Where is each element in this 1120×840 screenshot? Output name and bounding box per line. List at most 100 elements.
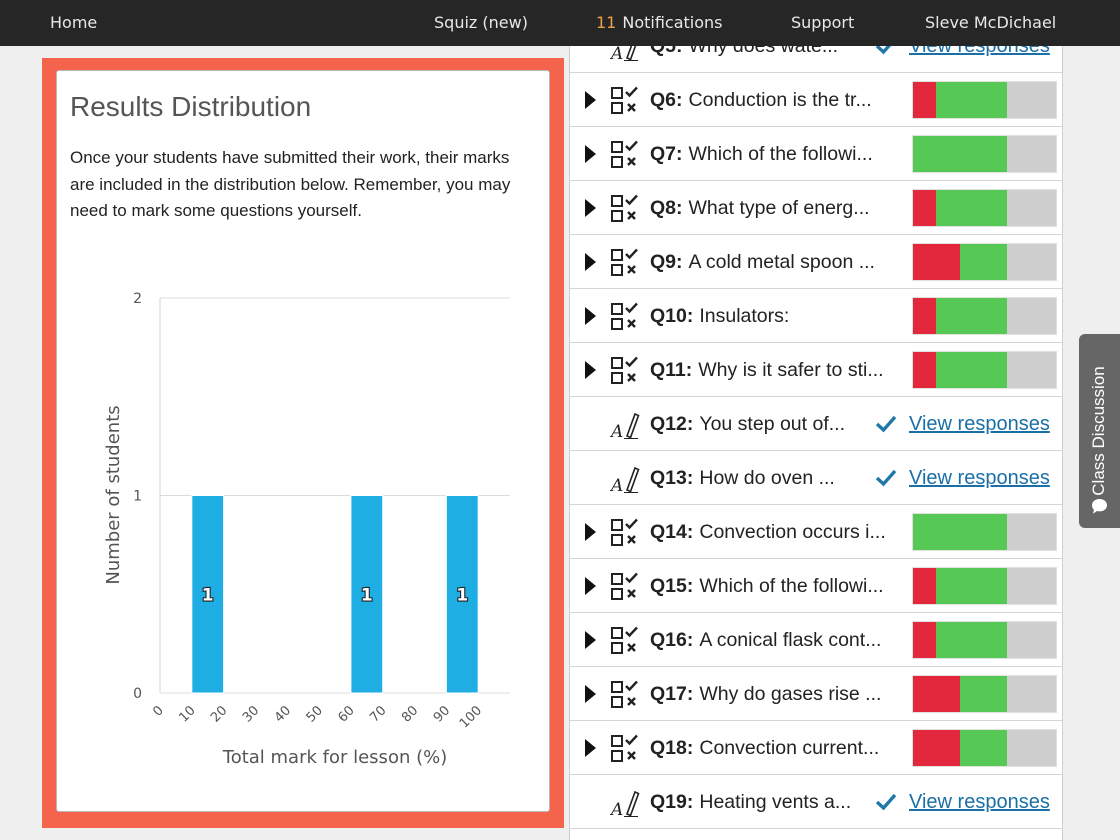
svg-text:A: A bbox=[610, 476, 623, 494]
y-axis-title: Number of students bbox=[103, 405, 124, 584]
question-number: Q8: bbox=[650, 197, 683, 219]
correct-segment bbox=[935, 298, 1008, 334]
correct-segment bbox=[935, 352, 1008, 388]
incorrect-segment bbox=[913, 730, 961, 766]
answer-breakdown-bar[interactable] bbox=[912, 729, 1057, 767]
results-description: Once your students have submitted their … bbox=[70, 148, 511, 220]
answer-breakdown-bar[interactable] bbox=[912, 513, 1057, 551]
unanswered-segment bbox=[1007, 514, 1056, 550]
question-row[interactable]: Q10: Insulators: bbox=[570, 289, 1062, 343]
written-answer-icon: A bbox=[610, 46, 638, 62]
view-responses-link[interactable]: View responses bbox=[909, 413, 1050, 435]
nav-squiz-link[interactable]: Squiz (new) bbox=[434, 13, 528, 32]
question-number: Q6: bbox=[650, 89, 683, 111]
nav-user-menu[interactable]: Sleve McDichael bbox=[925, 13, 1057, 32]
svg-text:A: A bbox=[610, 46, 623, 62]
question-row[interactable]: Q6: Conduction is the tr... bbox=[570, 73, 1062, 127]
question-title: You step out of... bbox=[699, 413, 845, 435]
multiple-choice-icon bbox=[611, 518, 638, 546]
class-discussion-label: Class Discussion bbox=[1089, 366, 1108, 496]
question-number: Q7: bbox=[650, 143, 683, 165]
x-tick-label: 40 bbox=[272, 703, 294, 725]
checkmark-icon bbox=[875, 415, 897, 433]
multiple-choice-icon bbox=[611, 86, 638, 114]
question-row[interactable]: Q8: What type of energ... bbox=[570, 181, 1062, 235]
question-number: Q5: bbox=[650, 46, 683, 57]
question-number: Q16: bbox=[650, 629, 694, 651]
question-title: Heating vents a... bbox=[699, 791, 852, 813]
question-number: Q13: bbox=[650, 467, 694, 489]
question-text: Q6: Conduction is the tr... bbox=[650, 73, 872, 127]
question-row[interactable]: Q9: A cold metal spoon ... bbox=[570, 235, 1062, 289]
answer-breakdown-bar[interactable] bbox=[912, 567, 1057, 605]
question-text: Q12: You step out of... bbox=[650, 397, 845, 451]
question-row[interactable]: A Q19: Heating vents a... View responses bbox=[570, 775, 1062, 829]
expand-caret-icon[interactable] bbox=[585, 145, 596, 163]
expand-caret-icon[interactable] bbox=[585, 91, 596, 109]
expand-caret-icon[interactable] bbox=[585, 685, 596, 703]
answer-breakdown-bar[interactable] bbox=[912, 621, 1057, 659]
expand-caret-icon[interactable] bbox=[585, 631, 596, 649]
top-nav-bar: Home Squiz (new) 11 Notifications Support… bbox=[0, 0, 1120, 46]
view-responses-link[interactable]: View responses bbox=[909, 46, 1050, 57]
answer-breakdown-bar[interactable] bbox=[912, 351, 1057, 389]
y-tick-label: 2 bbox=[133, 291, 142, 307]
view-responses-link[interactable]: View responses bbox=[909, 467, 1050, 489]
incorrect-segment bbox=[913, 82, 936, 118]
answer-breakdown-bar[interactable] bbox=[912, 243, 1057, 281]
question-number: Q17: bbox=[650, 683, 694, 705]
nav-home-link[interactable]: Home bbox=[50, 13, 98, 32]
expand-caret-icon[interactable] bbox=[585, 253, 596, 271]
question-row[interactable]: Q14: Convection occurs i... bbox=[570, 505, 1062, 559]
results-title: Results Distribution bbox=[70, 91, 312, 122]
nav-support-link[interactable]: Support bbox=[791, 13, 855, 32]
question-text: Q5: Why does wate... bbox=[650, 46, 838, 73]
question-list[interactable]: A Q5: Why does wate... View responses Q6: Con… bbox=[569, 46, 1063, 840]
answer-breakdown-bar[interactable] bbox=[912, 675, 1057, 713]
class-discussion-tab[interactable]: Class Discussion bbox=[1079, 334, 1120, 528]
question-row[interactable]: Q11: Why is it safer to sti... bbox=[570, 343, 1062, 397]
bar-data-label: 1 bbox=[456, 585, 468, 605]
correct-segment bbox=[935, 190, 1008, 226]
question-text: Q11: Why is it safer to sti... bbox=[650, 343, 884, 397]
checkmark-icon bbox=[875, 46, 892, 55]
question-row[interactable]: Q15: Which of the followi... bbox=[570, 559, 1062, 613]
question-title: A cold metal spoon ... bbox=[688, 251, 875, 273]
question-row[interactable]: Q16: A conical flask cont... bbox=[570, 613, 1062, 667]
question-row[interactable]: Q18: Convection current... bbox=[570, 721, 1062, 775]
question-text: Q9: A cold metal spoon ... bbox=[650, 235, 875, 289]
view-responses-link[interactable]: View responses bbox=[909, 791, 1050, 813]
correct-segment bbox=[960, 676, 1008, 712]
question-text: Q16: A conical flask cont... bbox=[650, 613, 881, 667]
unanswered-segment bbox=[1007, 298, 1056, 334]
expand-caret-icon[interactable] bbox=[585, 307, 596, 325]
answer-breakdown-bar[interactable] bbox=[912, 81, 1057, 119]
nav-notifications-link[interactable]: 11 Notifications bbox=[596, 0, 723, 46]
expand-caret-icon[interactable] bbox=[585, 739, 596, 757]
written-answer-icon: A bbox=[610, 466, 640, 494]
question-row[interactable]: Q17: Why do gases rise ... bbox=[570, 667, 1062, 721]
multiple-choice-icon bbox=[611, 356, 638, 384]
expand-caret-icon[interactable] bbox=[585, 523, 596, 541]
multiple-choice-icon bbox=[611, 572, 638, 600]
answer-breakdown-bar[interactable] bbox=[912, 135, 1057, 173]
answer-breakdown-bar[interactable] bbox=[912, 297, 1057, 335]
expand-caret-icon[interactable] bbox=[585, 199, 596, 217]
histogram-bar[interactable] bbox=[191, 495, 225, 694]
question-number: Q11: bbox=[650, 359, 693, 381]
multiple-choice-icon bbox=[611, 302, 638, 330]
question-row[interactable]: A Q12: You step out of... View responses bbox=[570, 397, 1062, 451]
question-row[interactable]: Q7: Which of the followi... bbox=[570, 127, 1062, 181]
histogram-bar[interactable] bbox=[350, 495, 384, 694]
expand-caret-icon[interactable] bbox=[585, 361, 596, 379]
question-row[interactable]: A Q13: How do oven ... View responses bbox=[570, 451, 1062, 505]
histogram-bar[interactable] bbox=[445, 495, 479, 694]
question-row[interactable]: A Q5: Why does wate... View responses bbox=[570, 46, 1062, 73]
question-number: Q12: bbox=[650, 413, 694, 435]
expand-caret-icon[interactable] bbox=[585, 577, 596, 595]
question-number: Q14: bbox=[650, 521, 694, 543]
incorrect-segment bbox=[913, 298, 936, 334]
question-title: A conical flask cont... bbox=[699, 629, 882, 651]
answer-breakdown-bar[interactable] bbox=[912, 189, 1057, 227]
